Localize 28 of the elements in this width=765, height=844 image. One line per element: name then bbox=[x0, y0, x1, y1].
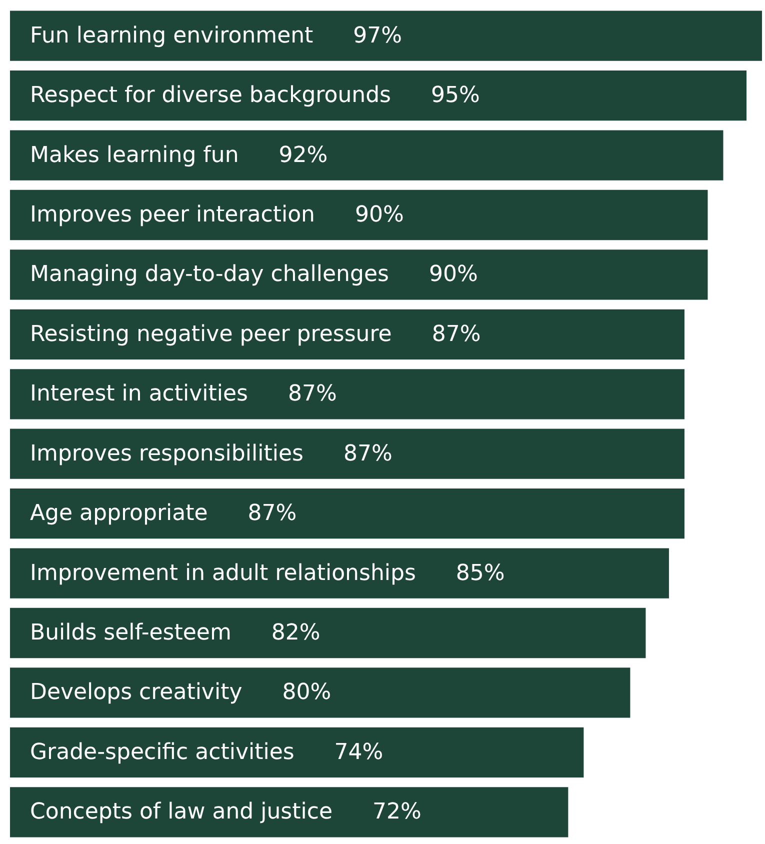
data-label: 87% bbox=[432, 322, 481, 347]
data-label: 82% bbox=[271, 620, 320, 646]
data-label: 87% bbox=[248, 501, 297, 526]
data-label: 90% bbox=[354, 202, 404, 228]
y-tick-label: Interest in activities bbox=[30, 382, 248, 407]
y-tick-label: Improves responsibilities bbox=[30, 441, 304, 466]
y-tick-label: Makes learning fun bbox=[30, 142, 239, 168]
data-label: 80% bbox=[282, 680, 332, 706]
y-tick-label: Age appropriate bbox=[30, 501, 208, 526]
data-label: 74% bbox=[334, 740, 384, 765]
data-label: 97% bbox=[353, 23, 402, 48]
y-tick-label: Concepts of law and justice bbox=[30, 800, 332, 825]
data-label: 95% bbox=[431, 83, 480, 108]
y-tick-label: Grade-specific activities bbox=[30, 740, 294, 765]
y-tick-label: Managing day-to-day challenges bbox=[30, 262, 389, 288]
data-label: 87% bbox=[288, 382, 337, 407]
y-tick-label: Improvement in adult relationships bbox=[30, 560, 416, 586]
data-label: 72% bbox=[372, 800, 422, 825]
data-label: 87% bbox=[343, 441, 392, 466]
y-tick-label: Resisting negative peer pressure bbox=[30, 322, 392, 347]
y-tick-label: Respect for diverse backgrounds bbox=[30, 83, 392, 108]
data-label: 90% bbox=[428, 262, 478, 288]
y-tick-label: Improves peer interaction bbox=[30, 202, 315, 228]
data-label: 85% bbox=[456, 560, 505, 586]
y-tick-label: Builds self-esteem bbox=[30, 620, 232, 646]
y-tick-label: Fun learning environment bbox=[30, 23, 314, 48]
y-tick-label: Develops creativity bbox=[30, 680, 242, 706]
data-label: 92% bbox=[278, 142, 328, 168]
